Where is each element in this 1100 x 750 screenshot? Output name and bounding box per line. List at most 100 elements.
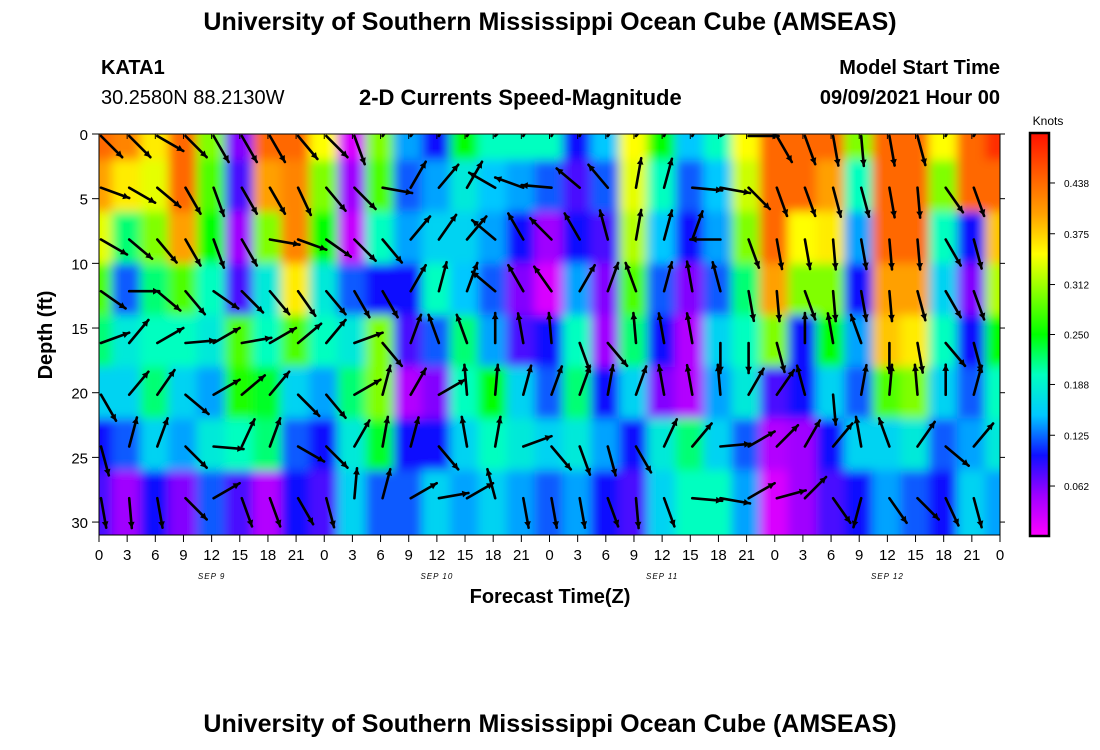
current-arrow: [803, 289, 817, 321]
x-tick-label: 18: [935, 547, 952, 564]
current-arrow: [972, 496, 984, 529]
colorbar-tick-label: 0.375: [1064, 230, 1089, 241]
x-tick-label: 6: [602, 547, 610, 564]
current-arrow: [775, 289, 783, 323]
arrow-head: [232, 483, 240, 490]
arrow-head: [530, 218, 537, 225]
heatmap-cell: [99, 134, 115, 161]
current-arrow: [916, 289, 927, 322]
current-arrow: [156, 186, 182, 209]
current-arrow: [831, 496, 852, 525]
current-arrow: [888, 289, 895, 323]
arrow-head: [667, 262, 674, 270]
arrow-head: [1003, 366, 1010, 373]
heatmap-cell: [99, 418, 115, 472]
heatmap-cell: [450, 418, 481, 472]
arrow-head: [671, 419, 678, 427]
heatmap-cell: [956, 366, 987, 420]
current-arrow: [916, 186, 923, 219]
arrow-head: [697, 211, 704, 219]
arrow-head: [916, 263, 923, 270]
current-arrow: [942, 363, 949, 397]
heatmap-cell: [703, 315, 734, 368]
arrow-shaft: [662, 134, 667, 138]
arrow-head: [222, 155, 229, 162]
current-arrow: [296, 322, 323, 345]
heatmap-cell: [281, 263, 312, 317]
arrow-head: [853, 416, 861, 424]
current-arrow: [528, 217, 553, 241]
arrow-head: [608, 365, 616, 372]
arrow-head: [636, 158, 644, 165]
arrow-shaft: [437, 134, 442, 138]
current-arrow: [775, 238, 785, 271]
arrow-head: [415, 314, 422, 322]
heatmap-cell: [421, 159, 452, 213]
heatmap-cell: [365, 366, 396, 420]
arrow-head: [705, 423, 712, 431]
current-arrow: [851, 496, 863, 529]
heatmap-cell: [984, 134, 1000, 161]
heatmap-cell: [506, 315, 537, 368]
current-arrow: [353, 134, 367, 166]
arrow-head: [232, 379, 240, 386]
arrow-head: [588, 164, 595, 172]
current-arrow: [916, 238, 923, 271]
x-tick-label: 15: [682, 547, 699, 564]
arrow-head: [394, 111, 400, 118]
current-arrow: [409, 263, 428, 293]
current-arrow: [156, 289, 182, 312]
arrow-head: [983, 110, 989, 117]
current-arrow: [409, 215, 432, 241]
current-arrow: [184, 134, 208, 159]
arrow-head: [795, 365, 802, 373]
heatmap-cell: [816, 211, 847, 265]
current-arrow: [437, 490, 470, 500]
current-arrow: [747, 238, 761, 270]
current-arrow: [268, 326, 298, 345]
x-tick-label: 0: [996, 547, 1004, 564]
arrow-shaft: [1002, 240, 1007, 270]
arrow-head: [900, 515, 907, 523]
heatmap-cell: [703, 159, 734, 213]
arrow-head: [634, 521, 642, 529]
heatmap-cell: [675, 159, 706, 213]
current-arrow: [550, 445, 573, 471]
arrow-head: [429, 483, 437, 490]
current-arrow: [240, 496, 254, 528]
heatmap-cell: [252, 211, 284, 265]
arrow-head: [339, 320, 346, 327]
current-arrow: [634, 365, 648, 397]
arrow-head: [619, 111, 625, 118]
current-arrow: [1002, 119, 1027, 136]
heatmap-cell: [675, 366, 706, 420]
heatmap-cell: [844, 366, 875, 420]
current-arrow: [944, 134, 949, 138]
colorbar-tick-label: 0.062: [1064, 482, 1089, 493]
current-arrow: [521, 364, 533, 397]
arrow-head: [777, 262, 785, 269]
current-arrow: [381, 111, 400, 138]
heatmap-cell: [984, 418, 1000, 472]
heatmap-cell: [984, 159, 1000, 213]
current-arrow: [1002, 240, 1009, 270]
current-arrow: [506, 212, 525, 241]
arrow-head: [1011, 421, 1017, 428]
current-arrow: [184, 337, 217, 345]
current-arrow: [353, 331, 384, 345]
heatmap-cell: [816, 315, 847, 368]
current-arrow: [156, 134, 185, 153]
current-arrow: [381, 415, 390, 448]
current-arrow: [184, 393, 210, 416]
heatmap-cell: [759, 418, 790, 472]
heatmap-cell: [759, 470, 790, 535]
current-arrow: [662, 260, 674, 293]
current-arrow: [491, 311, 499, 345]
current-arrow: [944, 445, 971, 468]
x-day-label: SEP 11: [646, 572, 678, 581]
current-arrow: [550, 365, 564, 397]
arrow-head: [340, 150, 348, 158]
current-arrow: [775, 368, 796, 397]
arrow-head: [836, 209, 843, 217]
model-start-label: Model Start Time: [839, 57, 1000, 79]
